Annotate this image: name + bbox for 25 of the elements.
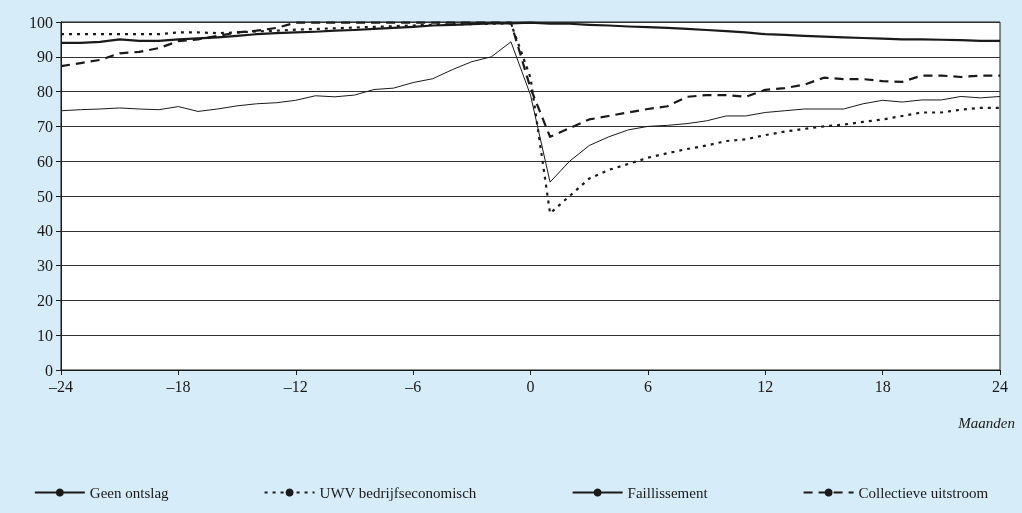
y-tick-label: 60: [37, 152, 53, 170]
y-tick-label: 100: [29, 13, 53, 31]
y-tick-label: 10: [37, 326, 53, 344]
legend-label: Collectieve uitstroom: [858, 484, 989, 501]
x-tick-label: 0: [526, 377, 535, 395]
x-tick-label: 12: [757, 377, 774, 395]
y-tick-label: 40: [37, 222, 53, 240]
legend-label: Faillissement: [627, 484, 709, 501]
y-tick-label: 0: [45, 361, 53, 379]
x-tick-label: –18: [165, 377, 191, 395]
x-axis-title: Maanden: [957, 414, 1015, 431]
legend-label: Geen ontslag: [89, 484, 170, 501]
x-tick-label: –6: [404, 377, 422, 395]
x-tick-label: –12: [282, 377, 308, 395]
y-tick-label: 90: [37, 48, 53, 66]
x-tick-label: –24: [48, 377, 73, 395]
y-tick-label: 80: [37, 83, 53, 101]
legend-label: UWV bedrijfseconomisch: [319, 484, 477, 501]
x-tick-label: 18: [874, 377, 891, 395]
x-tick-label: 24: [992, 377, 1008, 395]
y-tick-label: 20: [37, 291, 53, 309]
y-tick-label: 30: [37, 257, 53, 275]
y-tick-label: 50: [37, 187, 53, 205]
y-tick-label: 70: [37, 117, 53, 135]
x-tick-label: 6: [643, 377, 652, 395]
